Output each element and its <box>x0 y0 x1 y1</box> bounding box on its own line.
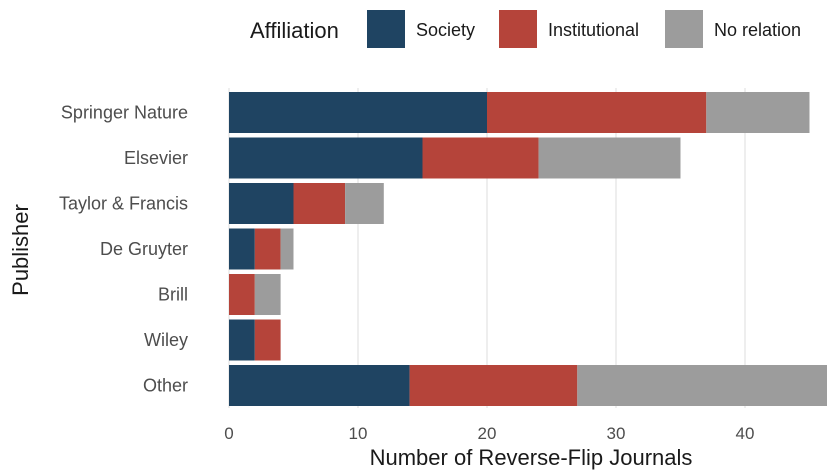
legend-label-society: Society <box>416 20 475 40</box>
x-tick-labels: 0 10 20 30 40 <box>224 424 754 443</box>
x-tick-0: 0 <box>224 424 233 443</box>
bar-brill-institutional <box>229 274 255 315</box>
bar-de-gruyter-institutional <box>254 228 281 270</box>
bar-elsevier-no-relation <box>538 137 681 179</box>
category-label-elsevier: Elsevier <box>124 148 188 168</box>
category-label-springer-nature: Springer Nature <box>61 103 188 123</box>
gridlines <box>228 88 746 408</box>
legend-title: Affiliation <box>250 18 339 43</box>
bar-springer-nature-society <box>229 92 487 133</box>
category-label-other: Other <box>143 376 188 396</box>
bar-wiley-society <box>229 319 255 361</box>
bar-other-institutional <box>409 365 578 406</box>
bar-springer-nature-institutional <box>487 92 707 133</box>
x-tick-10: 10 <box>349 424 368 443</box>
legend-label-no-relation: No relation <box>714 20 801 40</box>
legend-label-institutional: Institutional <box>548 20 639 40</box>
bar-other-society <box>229 365 410 406</box>
bar-de-gruyter-society <box>229 228 255 270</box>
legend-swatch-institutional <box>499 10 537 48</box>
bar-elsevier-society <box>229 137 423 179</box>
bar-taylor-francis-no-relation <box>345 183 384 224</box>
bar-taylor-francis-institutional <box>293 183 346 224</box>
x-tick-20: 20 <box>478 424 497 443</box>
x-axis-title: Number of Reverse-Flip Journals <box>370 445 693 470</box>
category-label-brill: Brill <box>158 285 188 305</box>
x-tick-30: 30 <box>607 424 626 443</box>
legend: Affiliation Society Institutional No relat… <box>250 10 801 48</box>
bar-de-gruyter-no-relation <box>280 228 294 270</box>
bar-brill-no-relation <box>254 274 281 315</box>
category-labels: Springer Nature Elsevier Taylor & Francis D… <box>59 103 188 396</box>
legend-swatch-no-relation <box>665 10 703 48</box>
bar-wiley-institutional <box>254 319 281 361</box>
category-label-taylor-francis: Taylor & Francis <box>59 194 188 214</box>
x-tick-40: 40 <box>736 424 755 443</box>
bar-elsevier-institutional <box>422 137 539 179</box>
bar-other-no-relation <box>577 365 827 406</box>
y-axis-title: Publisher <box>8 204 33 296</box>
category-label-wiley: Wiley <box>144 330 188 350</box>
bar-springer-nature-no-relation <box>706 92 810 133</box>
legend-swatch-society <box>367 10 405 48</box>
bars <box>229 92 827 406</box>
bar-taylor-francis-society <box>229 183 294 224</box>
category-label-de-gruyter: De Gruyter <box>100 239 188 259</box>
